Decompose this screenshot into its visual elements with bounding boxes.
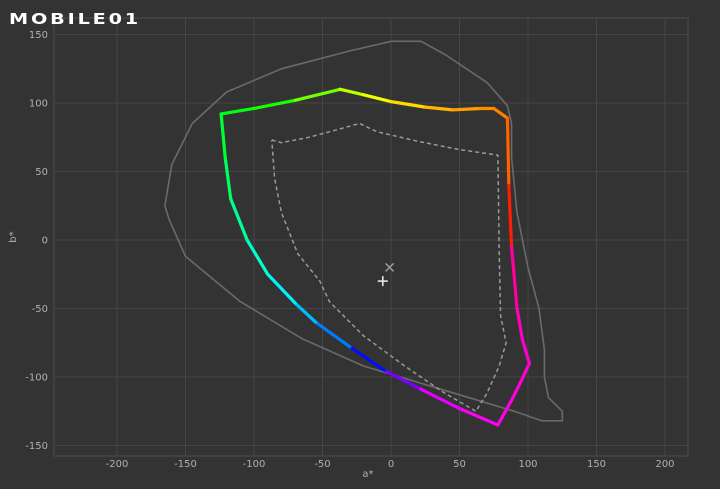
x-tick-label: -200 xyxy=(106,459,129,470)
measured-gamut-segment xyxy=(266,272,297,305)
target-white-point-marker xyxy=(385,262,395,272)
measured-gamut-segment xyxy=(509,379,523,402)
measured-gamut-segment xyxy=(293,301,318,324)
x-tick-label: 150 xyxy=(587,459,606,470)
x-tick-label: -50 xyxy=(314,459,330,470)
x-tick-label: -100 xyxy=(243,459,266,470)
plot-frame xyxy=(53,17,689,457)
x-axis-label: a* xyxy=(362,469,373,480)
measured-gamut-segment xyxy=(492,106,510,120)
y-tick-label: 100 xyxy=(29,99,48,110)
y-tick-label: 0 xyxy=(42,236,48,247)
measured-gamut-segment xyxy=(496,398,514,427)
reference-gamut-line xyxy=(271,122,507,413)
measured-gamut-segment xyxy=(451,106,482,112)
y-tick-label: -100 xyxy=(25,373,48,384)
measured-gamut-segment xyxy=(219,112,227,160)
measured-gamut-segment xyxy=(338,87,366,97)
y-axis-label: b* xyxy=(8,231,19,242)
marker-stroke xyxy=(385,262,395,272)
measured-gamut-segment xyxy=(519,361,531,383)
measured-gamut-segment xyxy=(229,197,249,242)
measured-gamut-segment xyxy=(515,306,525,342)
chart-grid xyxy=(54,18,688,456)
y-tick-label: 150 xyxy=(29,30,48,41)
x-tick-labels: -200 -150 -100 -50 0 50 100 150 200 xyxy=(106,459,675,470)
measured-gamut-segment xyxy=(223,156,233,201)
measured-gamut-segment xyxy=(520,338,531,365)
gamut-markers xyxy=(377,262,395,287)
y-tick-label: 50 xyxy=(35,167,48,178)
measured-gamut-segment xyxy=(293,87,342,102)
x-tick-label: -150 xyxy=(174,459,197,470)
y-tick-labels: -150 -100 -50 0 50 100 150 xyxy=(25,30,48,452)
measured-gamut-segment xyxy=(457,406,500,427)
measured-gamut-segment xyxy=(505,116,511,187)
measured-gamut-segment xyxy=(362,93,393,104)
brand-logo: MOBILE01 xyxy=(9,10,141,28)
x-tick-label: 0 xyxy=(388,459,394,470)
measured-gamut-segment xyxy=(416,386,462,411)
measured-gamut-segment xyxy=(348,345,386,372)
measured-gamut-segment xyxy=(252,98,297,111)
measured-gamut-segment xyxy=(423,105,455,112)
x-tick-label: 50 xyxy=(453,459,466,470)
measured-gamut-segment xyxy=(507,183,514,249)
measured-gamut-segment xyxy=(382,368,420,390)
visible-boundary-line xyxy=(164,40,564,422)
measured-gamut-segment xyxy=(314,320,352,349)
y-tick-label: -50 xyxy=(32,304,48,315)
x-tick-label: 200 xyxy=(655,459,674,470)
measured-gamut-segment xyxy=(245,238,270,276)
measured-gamut-segment xyxy=(509,245,519,311)
y-tick-label: -150 xyxy=(25,441,48,452)
logo-text: MOBILE01 xyxy=(9,10,141,28)
measured-gamut-segment xyxy=(389,100,427,109)
measured-white-point-marker xyxy=(377,276,388,287)
gamut-series xyxy=(164,40,564,427)
x-tick-label: 100 xyxy=(518,459,537,470)
measured-gamut-segment xyxy=(219,106,256,116)
